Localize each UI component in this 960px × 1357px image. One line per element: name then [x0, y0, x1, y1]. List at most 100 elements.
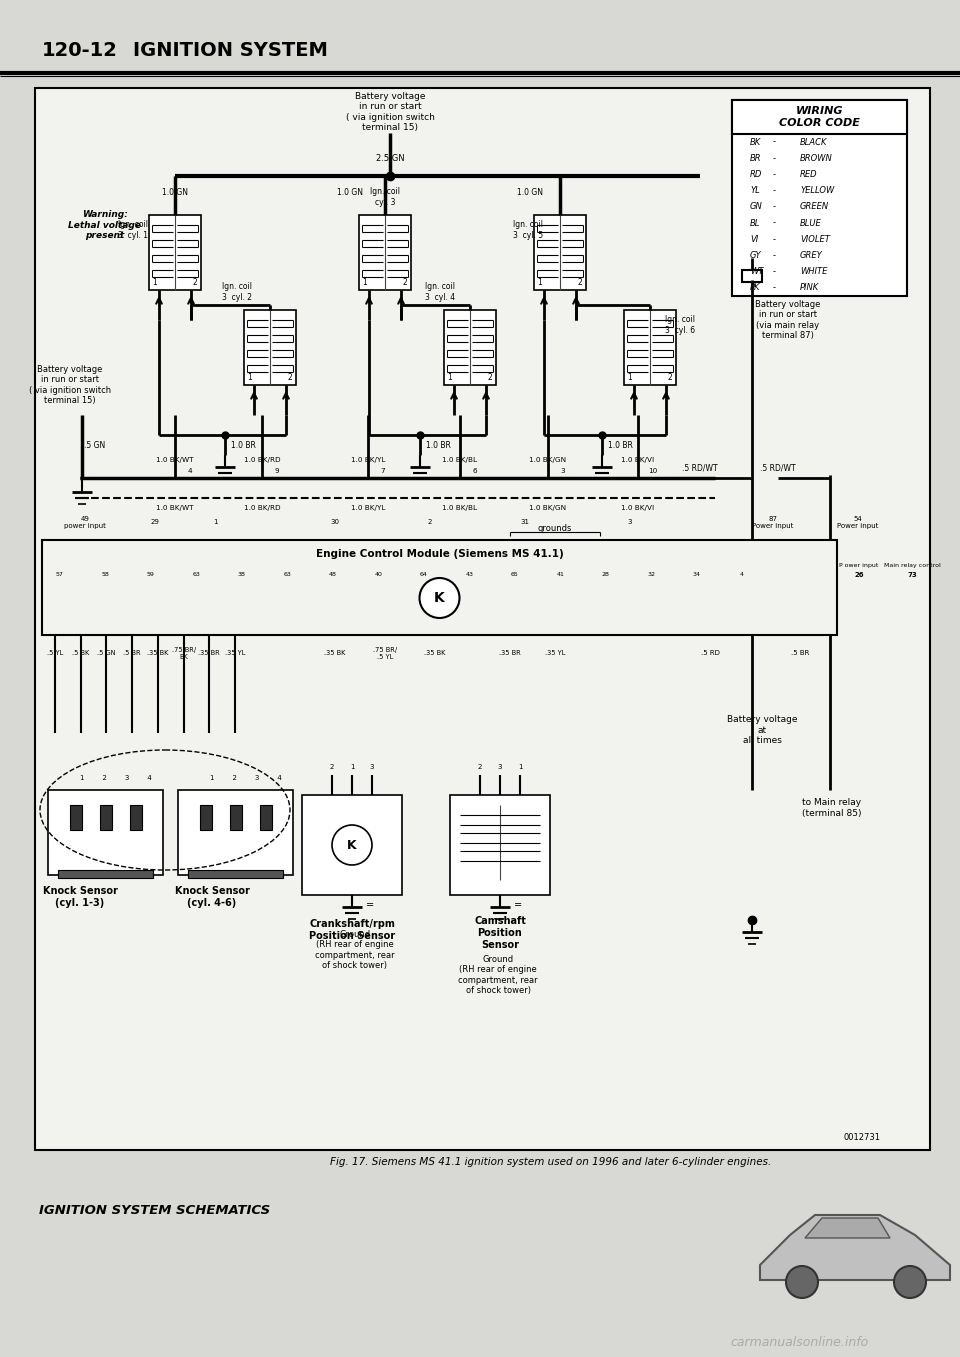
- Bar: [732, 100, 907, 134]
- Text: 4: 4: [188, 468, 192, 474]
- Text: IGNITION SYSTEM SCHEMATICS: IGNITION SYSTEM SCHEMATICS: [39, 1204, 271, 1216]
- Text: .5 GN: .5 GN: [84, 441, 106, 449]
- Text: 4: 4: [740, 571, 744, 577]
- Text: 32: 32: [647, 571, 655, 577]
- Text: 1.0 BK/YL: 1.0 BK/YL: [350, 505, 385, 512]
- Text: 26: 26: [854, 573, 864, 578]
- Text: Battery voltage
in run or start
(via main relay
terminal 87): Battery voltage in run or start (via mai…: [756, 300, 821, 341]
- Bar: [35, 88, 930, 1149]
- Text: 48: 48: [329, 571, 337, 577]
- Text: Battery voltage
in run or start
( via ignition switch
terminal 15): Battery voltage in run or start ( via ig…: [29, 365, 111, 406]
- Text: BL: BL: [750, 218, 760, 228]
- Text: Ign. coil
3  cyl. 1: Ign. coil 3 cyl. 1: [118, 220, 148, 240]
- Text: Ign. coil
3  cyl. 4: Ign. coil 3 cyl. 4: [425, 282, 455, 301]
- Text: Main relay control: Main relay control: [883, 563, 941, 567]
- Bar: [742, 270, 762, 282]
- Text: -: -: [773, 218, 776, 228]
- Bar: [444, 309, 496, 385]
- Text: 1.0 BK/RD: 1.0 BK/RD: [244, 457, 280, 463]
- Text: 49
power input: 49 power input: [64, 516, 106, 528]
- Bar: [188, 870, 283, 878]
- Text: IGNITION SYSTEM: IGNITION SYSTEM: [132, 41, 327, 60]
- Text: 1.0 BK/WT: 1.0 BK/WT: [156, 505, 194, 512]
- Bar: [178, 790, 293, 875]
- Text: 87
Power input: 87 Power input: [753, 516, 794, 528]
- Text: WT: WT: [750, 267, 763, 277]
- Text: .75 BR/
.5 YL: .75 BR/ .5 YL: [372, 646, 397, 660]
- Text: Knock Sensor
(cyl. 1-3): Knock Sensor (cyl. 1-3): [42, 886, 117, 908]
- Bar: [624, 309, 676, 385]
- Text: 58: 58: [102, 571, 109, 577]
- Bar: [200, 805, 212, 830]
- Bar: [70, 805, 82, 830]
- Polygon shape: [805, 1219, 890, 1238]
- Bar: [58, 870, 153, 878]
- Bar: [244, 309, 296, 385]
- Text: 2: 2: [578, 277, 583, 286]
- Text: 43: 43: [466, 571, 473, 577]
- Text: GN: GN: [750, 202, 763, 212]
- Text: 57: 57: [56, 571, 64, 577]
- Text: 1: 1: [153, 277, 157, 286]
- Text: 1.0 BK/GN: 1.0 BK/GN: [529, 505, 566, 512]
- Text: -: -: [773, 267, 776, 277]
- Text: 2: 2: [330, 764, 334, 769]
- Text: 2: 2: [288, 373, 293, 381]
- Text: 2: 2: [478, 764, 482, 769]
- Text: 1: 1: [538, 277, 542, 286]
- Text: 2: 2: [428, 518, 432, 525]
- Text: 31: 31: [520, 518, 530, 525]
- Text: 6: 6: [472, 468, 477, 474]
- Text: .5 BR: .5 BR: [123, 650, 141, 655]
- Text: 0012731: 0012731: [844, 1133, 880, 1143]
- Text: 1: 1: [248, 373, 252, 381]
- Text: 1.0 GN: 1.0 GN: [162, 187, 188, 197]
- Text: 1.0 GN: 1.0 GN: [337, 187, 363, 197]
- Bar: [149, 214, 201, 290]
- Text: VI: VI: [750, 235, 758, 244]
- Text: 120-12: 120-12: [42, 41, 118, 60]
- Text: Ign. coil
cyl. 3: Ign. coil cyl. 3: [370, 187, 400, 206]
- Text: -: -: [773, 153, 776, 163]
- Text: 2: 2: [193, 277, 198, 286]
- Bar: [732, 100, 907, 296]
- Text: 1: 1: [349, 764, 354, 769]
- Text: 1.0 BK/BL: 1.0 BK/BL: [443, 457, 477, 463]
- Text: -: -: [773, 235, 776, 244]
- Bar: [130, 805, 142, 830]
- Text: 41: 41: [556, 571, 564, 577]
- Text: BR: BR: [750, 153, 761, 163]
- Text: 1.0 BR: 1.0 BR: [230, 441, 255, 449]
- Text: 65: 65: [511, 571, 518, 577]
- Text: 10: 10: [648, 468, 658, 474]
- Text: -: -: [773, 251, 776, 261]
- Text: BLUE: BLUE: [800, 218, 822, 228]
- Circle shape: [894, 1266, 926, 1299]
- Text: 29: 29: [151, 518, 159, 525]
- Text: .5 BR: .5 BR: [791, 650, 809, 655]
- Text: GREEN: GREEN: [800, 202, 829, 212]
- Bar: [302, 795, 402, 896]
- Text: 1.0 BK/VI: 1.0 BK/VI: [621, 505, 655, 512]
- Text: 59: 59: [147, 571, 155, 577]
- Text: Fig. 17. Siemens MS 41.1 ignition system used on 1996 and later 6-cylinder engin: Fig. 17. Siemens MS 41.1 ignition system…: [330, 1158, 771, 1167]
- Text: carmanualsonline.info: carmanualsonline.info: [731, 1335, 869, 1349]
- Text: GY: GY: [750, 251, 761, 261]
- Text: =: =: [514, 900, 522, 911]
- Text: K: K: [348, 839, 357, 851]
- Text: PINK: PINK: [800, 284, 819, 292]
- Text: 38: 38: [238, 571, 246, 577]
- Text: 1.0 BK/BL: 1.0 BK/BL: [443, 505, 477, 512]
- Text: 1: 1: [447, 373, 452, 381]
- Bar: [260, 805, 272, 830]
- Text: =: =: [366, 900, 374, 911]
- Text: YELLOW: YELLOW: [800, 186, 834, 195]
- Text: .35 BK: .35 BK: [324, 650, 346, 655]
- Text: RD: RD: [750, 170, 762, 179]
- Text: 3: 3: [561, 468, 565, 474]
- Text: -: -: [773, 284, 776, 292]
- Text: RED: RED: [800, 170, 818, 179]
- Text: Crankshaft/rpm
Position Sensor: Crankshaft/rpm Position Sensor: [309, 919, 396, 940]
- Text: .35 YL: .35 YL: [225, 650, 245, 655]
- Text: WHITE: WHITE: [800, 267, 828, 277]
